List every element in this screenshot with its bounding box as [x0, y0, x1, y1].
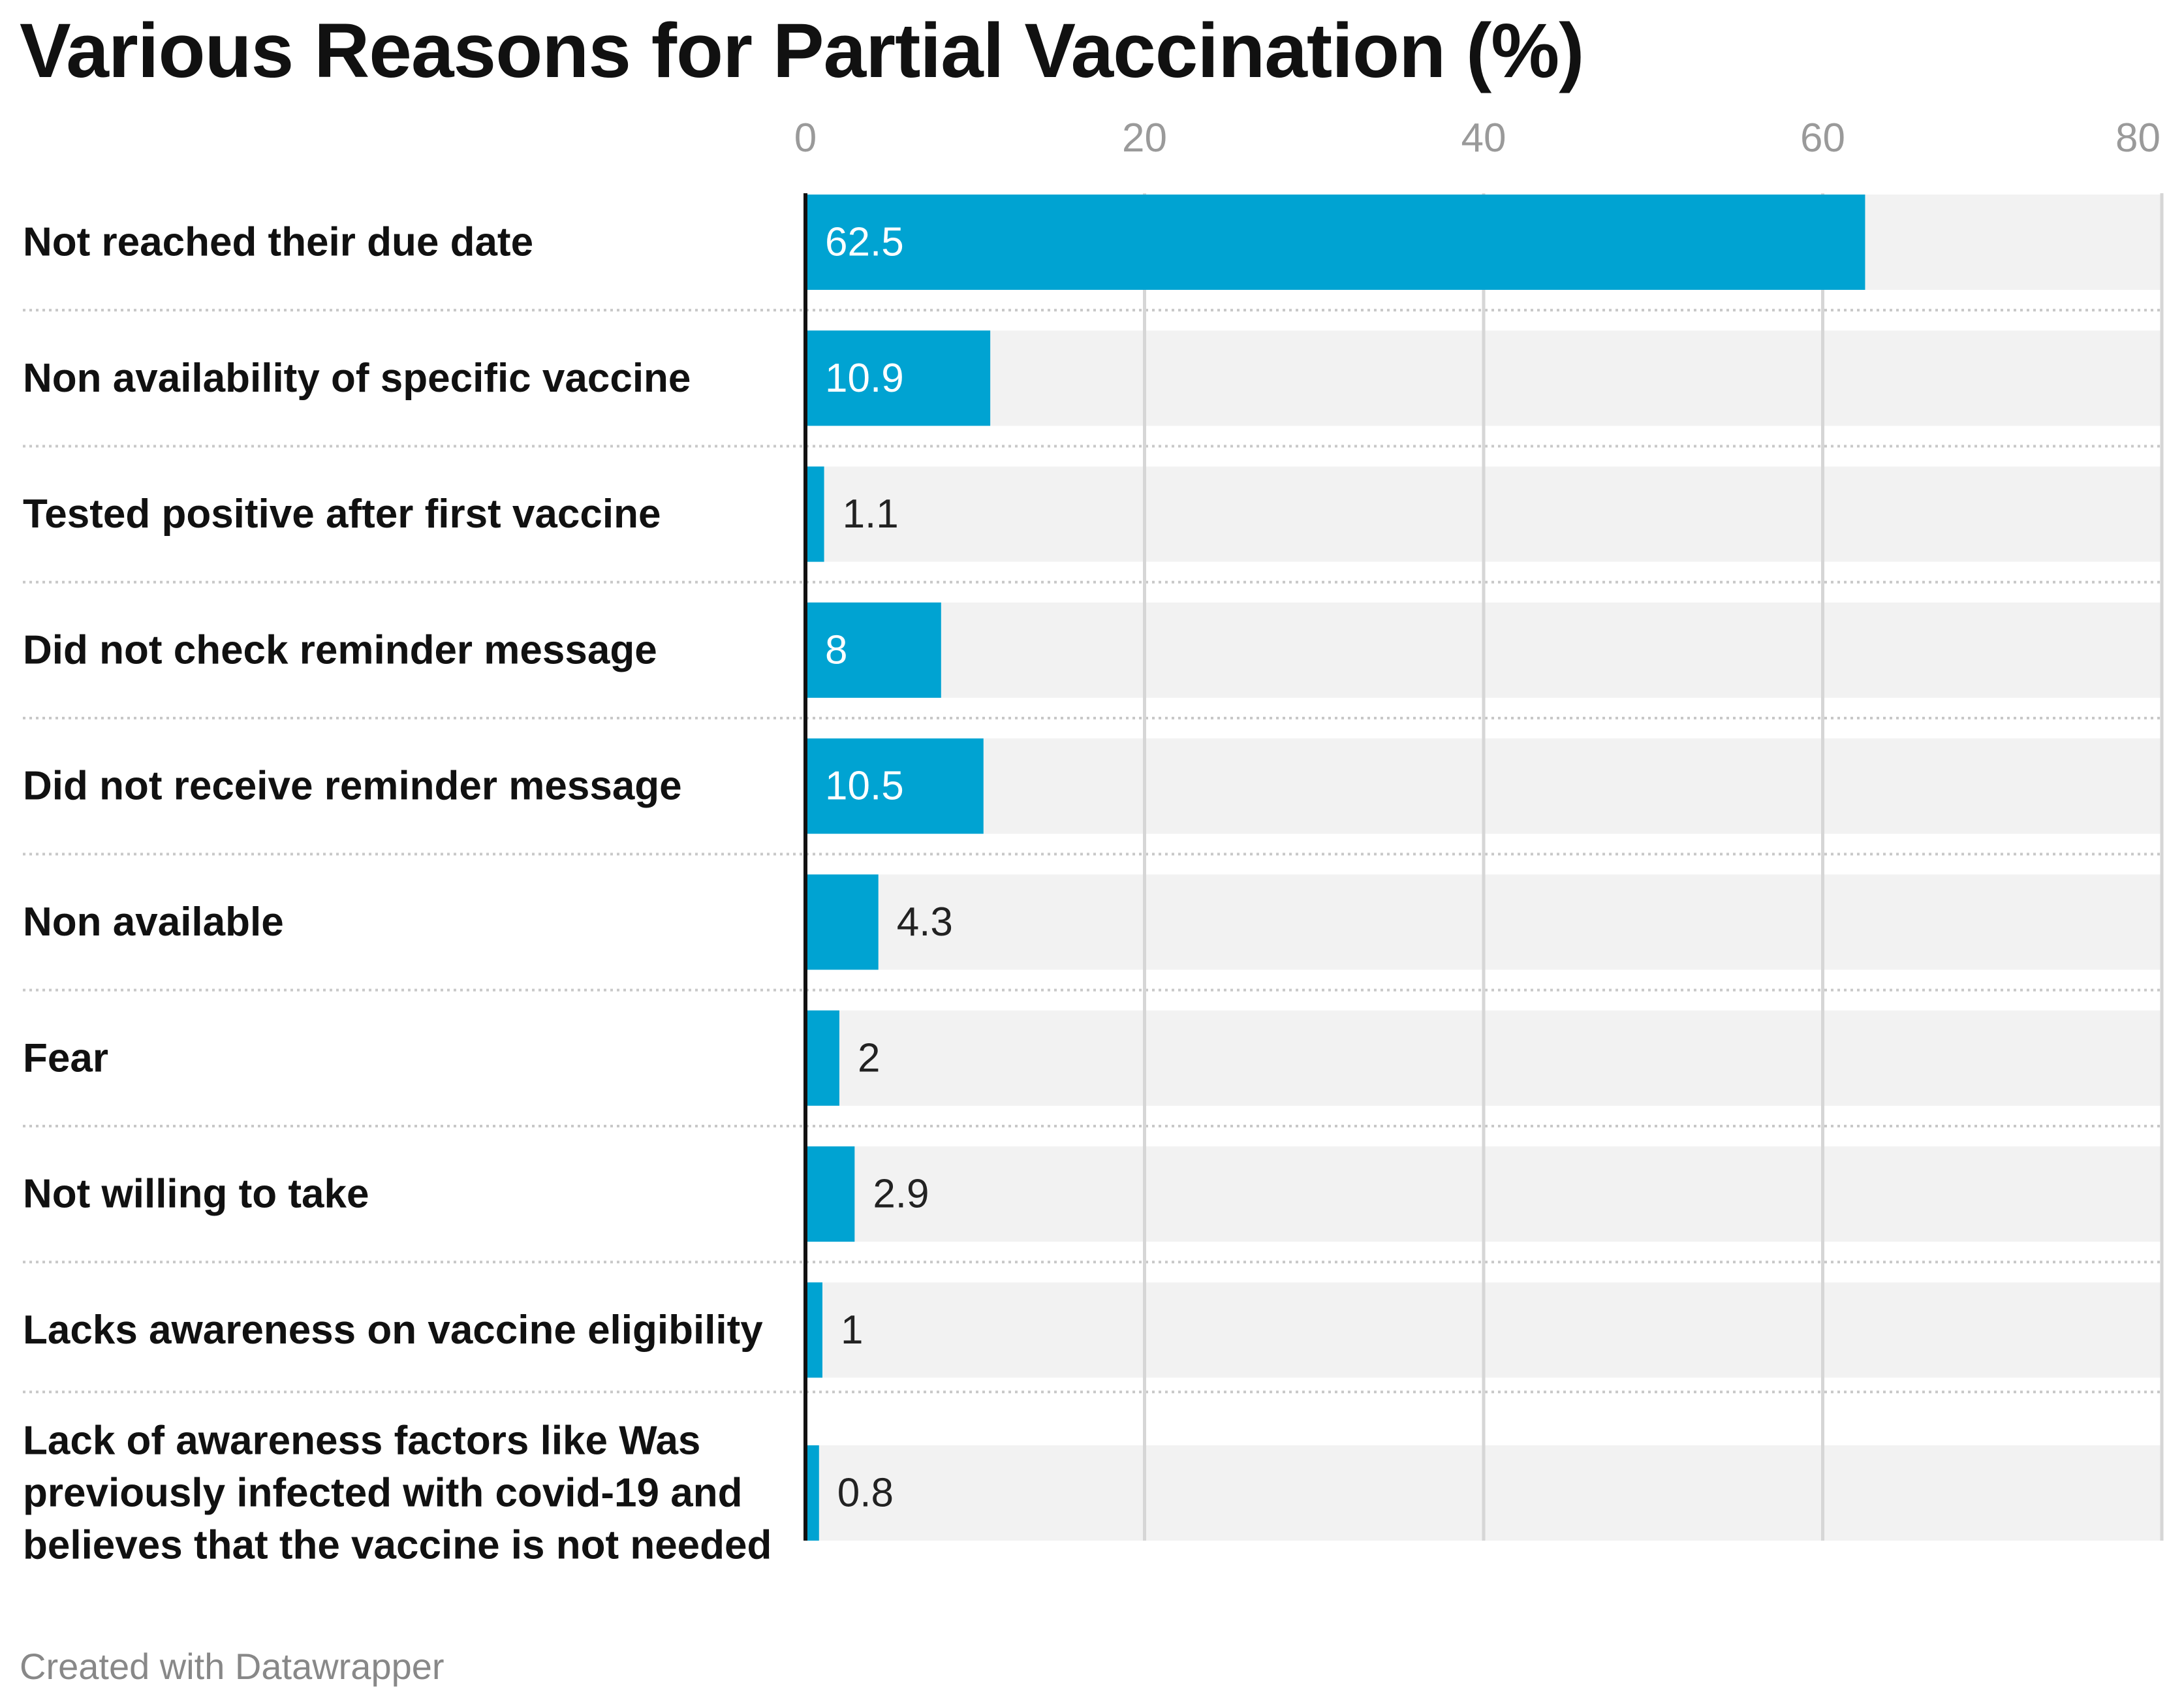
category-label: Non available: [23, 900, 284, 945]
x-tick-label: 40: [1461, 116, 1506, 161]
data-label: 2: [858, 1035, 880, 1080]
x-tick-label: 80: [2115, 116, 2161, 161]
grid-layer: [23, 193, 2164, 1541]
x-tick-label: 20: [1122, 116, 1167, 161]
bar: [805, 602, 941, 698]
bars-layer: [803, 193, 1865, 1541]
category-label: Did not check reminder message: [23, 627, 657, 672]
x-tick-label: 0: [794, 116, 817, 161]
bar: [805, 195, 1865, 290]
bar: [805, 466, 824, 562]
data-label: 1: [841, 1308, 863, 1353]
data-label: 10.5: [825, 764, 904, 809]
category-label: Lack of awareness factors like Was: [23, 1419, 700, 1464]
source-note: Created with Datawrapper: [20, 1646, 445, 1687]
category-label: Not reached their due date: [23, 220, 533, 265]
category-label: Fear: [23, 1035, 108, 1080]
category-label: Not willing to take: [23, 1172, 369, 1217]
x-tick-label: 60: [1800, 116, 1845, 161]
category-label: Lacks awareness on vaccine eligibility: [23, 1308, 763, 1353]
data-label: 8: [825, 627, 847, 672]
bar: [805, 874, 879, 970]
bar: [805, 1010, 839, 1106]
bar: [805, 738, 984, 834]
labels-layer: 62.5 Not reached their due date 10.9 Non av…: [23, 116, 2161, 1568]
category-label: Non availability of specific vaccine: [23, 356, 691, 401]
category-label: Tested positive after first vaccine: [23, 492, 661, 537]
bar: [805, 330, 991, 426]
data-label: 62.5: [825, 220, 904, 265]
bar: [805, 1445, 819, 1541]
data-label: 2.9: [873, 1172, 929, 1217]
bar: [805, 1282, 822, 1378]
data-label: 4.3: [897, 900, 953, 945]
bar: [805, 1146, 855, 1242]
category-label: Did not receive reminder message: [23, 764, 682, 809]
chart-title: Various Reasons for Partial Vaccination …: [20, 8, 1584, 94]
data-label: 0.8: [837, 1471, 894, 1516]
category-label: previously infected with covid-19 and: [23, 1471, 742, 1516]
data-label: 10.9: [825, 356, 904, 401]
category-label: believes that the vaccine is not needed: [23, 1523, 772, 1568]
data-label: 1.1: [843, 492, 899, 537]
